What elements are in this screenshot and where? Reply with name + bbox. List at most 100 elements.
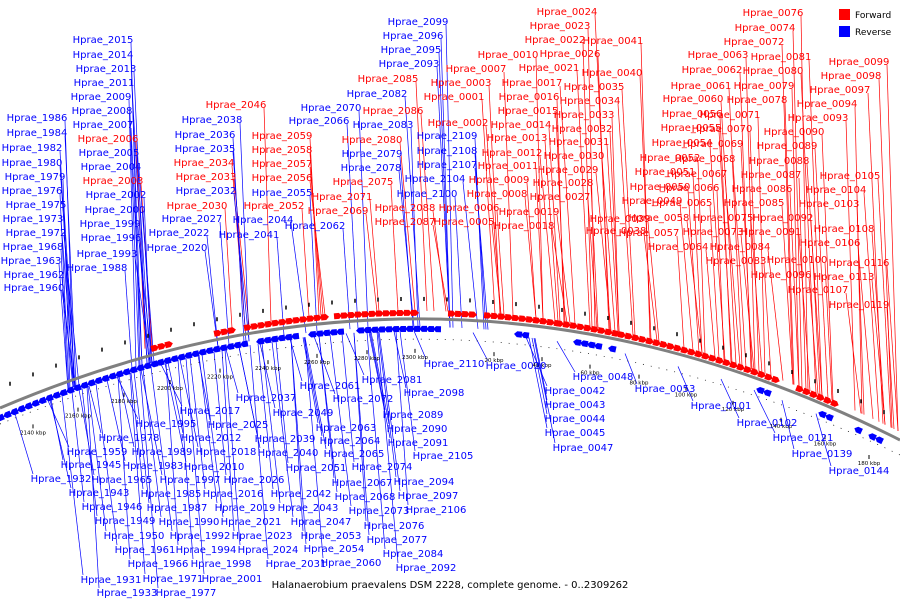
gene-label-hprae-1965[interactable]: Hprae_1965 [92,475,153,486]
gene-label-hprae-2020[interactable]: Hprae_2020 [147,243,208,254]
gene-label-hprae-0062[interactable]: Hprae_0062 [682,65,743,76]
gene-label-hprae-0009[interactable]: Hprae_0009 [469,175,530,186]
gene-label-hprae-1946[interactable]: Hprae_1946 [82,502,143,513]
gene-label-hprae-0026[interactable]: Hprae_0026 [540,49,601,60]
gene-label-hprae-2053[interactable]: Hprae_2053 [301,531,362,542]
gene-label-hprae-2032[interactable]: Hprae_2032 [176,186,237,197]
gene-label-hprae-0090[interactable]: Hprae_0090 [764,127,825,138]
gene-label-hprae-0029[interactable]: Hprae_0029 [538,165,599,176]
gene-label-hprae-2012[interactable]: Hprae_2012 [181,433,242,444]
gene-label-hprae-2017[interactable]: Hprae_2017 [180,406,241,417]
gene-label-hprae-1972[interactable]: Hprae_1972 [6,228,67,239]
gene-label-hprae-2013[interactable]: Hprae_2013 [76,64,137,75]
gene-label-hprae-2000[interactable]: Hprae_2000 [85,205,146,216]
gene-label-hprae-2085[interactable]: Hprae_2085 [358,74,419,85]
gene-label-hprae-0045[interactable]: Hprae_0045 [545,428,606,439]
gene-label-hprae-1988[interactable]: Hprae_1988 [67,263,128,274]
gene-label-hprae-2003[interactable]: Hprae_2003 [83,176,144,187]
gene-label-hprae-1977[interactable]: Hprae_1977 [156,588,217,599]
gene-label-hprae-0088[interactable]: Hprae_0088 [749,156,810,167]
gene-label-hprae-1987[interactable]: Hprae_1987 [147,503,208,514]
gene-label-hprae-2022[interactable]: Hprae_2022 [149,228,210,239]
gene-label-hprae-2061[interactable]: Hprae_2061 [300,381,361,392]
gene-label-hprae-0075[interactable]: Hprae_0075 [693,213,754,224]
gene-label-hprae-2073[interactable]: Hprae_2073 [349,506,410,517]
gene-label-hprae-1962[interactable]: Hprae_1962 [4,270,65,281]
gene-label-hprae-2092[interactable]: Hprae_2092 [396,563,457,574]
gene-label-hprae-2087[interactable]: Hprae_2087 [375,217,436,228]
gene-label-hprae-1971[interactable]: Hprae_1971 [143,574,204,585]
gene-label-hprae-2010[interactable]: Hprae_2010 [184,462,245,473]
gene-label-hprae-1995[interactable]: Hprae_1995 [136,419,197,430]
gene-label-hprae-2107[interactable]: Hprae_2107 [417,160,478,171]
gene-label-hprae-0003[interactable]: Hprae_0003 [431,78,492,89]
gene-label-hprae-2110[interactable]: Hprae_2110 [424,359,485,370]
gene-label-hprae-0001[interactable]: Hprae_0001 [424,92,485,103]
gene-label-hprae-0121[interactable]: Hprae_0121 [773,433,834,444]
gene-label-hprae-1992[interactable]: Hprae_1992 [170,531,231,542]
gene-label-hprae-0030[interactable]: Hprae_0030 [544,151,605,162]
gene-label-hprae-2059[interactable]: Hprae_2059 [252,131,313,142]
gene-label-hprae-2039[interactable]: Hprae_2039 [255,434,316,445]
gene-label-hprae-1996[interactable]: Hprae_1996 [81,233,142,244]
gene-label-hprae-2058[interactable]: Hprae_2058 [252,145,313,156]
gene-label-hprae-2055[interactable]: Hprae_2055 [252,188,313,199]
gene-label-hprae-0097[interactable]: Hprae_0097 [810,85,871,96]
gene-label-hprae-0074[interactable]: Hprae_0074 [735,23,796,34]
gene-label-hprae-0007[interactable]: Hprae_0007 [446,64,507,75]
gene-label-hprae-1999[interactable]: Hprae_1999 [80,219,141,230]
gene-label-hprae-2015[interactable]: Hprae_2015 [73,35,134,46]
gene-label-hprae-0104[interactable]: Hprae_0104 [806,185,867,196]
gene-label-hprae-0035[interactable]: Hprae_0035 [564,82,625,93]
gene-label-hprae-0103[interactable]: Hprae_0103 [799,199,860,210]
gene-label-hprae-0084[interactable]: Hprae_0084 [710,242,771,253]
gene-label-hprae-2004[interactable]: Hprae_2004 [81,162,142,173]
gene-label-hprae-0089[interactable]: Hprae_0089 [757,141,818,152]
gene-label-hprae-2066[interactable]: Hprae_2066 [289,116,350,127]
gene-label-hprae-1975[interactable]: Hprae_1975 [6,200,67,211]
gene-label-hprae-2025[interactable]: Hprae_2025 [208,420,269,431]
gene-label-hprae-0031[interactable]: Hprae_0031 [549,137,610,148]
gene-label-hprae-2084[interactable]: Hprae_2084 [383,549,444,560]
gene-label-hprae-2016[interactable]: Hprae_2016 [203,489,264,500]
gene-label-hprae-2067[interactable]: Hprae_2067 [332,478,393,489]
gene-label-hprae-2051[interactable]: Hprae_2051 [286,463,347,474]
gene-label-hprae-2108[interactable]: Hprae_2108 [417,146,478,157]
gene-label-hprae-1966[interactable]: Hprae_1966 [128,559,189,570]
gene-label-hprae-0066[interactable]: Hprae_0066 [659,183,720,194]
gene-label-hprae-2002[interactable]: Hprae_2002 [86,190,147,201]
gene-label-hprae-1949[interactable]: Hprae_1949 [95,516,156,527]
gene-label-hprae-0040[interactable]: Hprae_0040 [582,68,643,79]
gene-label-hprae-0094[interactable]: Hprae_0094 [797,99,858,110]
gene-label-hprae-0093[interactable]: Hprae_0093 [788,113,849,124]
gene-label-hprae-1950[interactable]: Hprae_1950 [104,531,165,542]
gene-label-hprae-2093[interactable]: Hprae_2093 [379,59,440,70]
gene-label-hprae-2005[interactable]: Hprae_2005 [79,148,140,159]
gene-label-hprae-1976[interactable]: Hprae_1976 [2,186,63,197]
gene-label-hprae-1961[interactable]: Hprae_1961 [115,545,176,556]
gene-label-hprae-0080[interactable]: Hprae_0080 [743,66,804,77]
gene-label-hprae-1979[interactable]: Hprae_1979 [5,172,66,183]
gene-label-hprae-2006[interactable]: Hprae_2006 [78,134,139,145]
gene-label-hprae-2031[interactable]: Hprae_2031 [266,559,327,570]
gene-label-hprae-1989[interactable]: Hprae_1989 [132,447,193,458]
gene-label-hprae-2021[interactable]: Hprae_2021 [221,517,282,528]
gene-label-hprae-2099[interactable]: Hprae_2099 [388,17,449,28]
gene-label-hprae-0108[interactable]: Hprae_0108 [814,224,875,235]
gene-label-hprae-1959[interactable]: Hprae_1959 [67,447,128,458]
gene-label-hprae-2042[interactable]: Hprae_2042 [271,489,332,500]
gene-label-hprae-0005[interactable]: Hprae_0005 [434,217,495,228]
gene-label-hprae-0023[interactable]: Hprae_0023 [530,21,591,32]
gene-label-hprae-0064[interactable]: Hprae_0064 [648,242,709,253]
gene-label-hprae-2043[interactable]: Hprae_2043 [278,503,339,514]
gene-label-hprae-0081[interactable]: Hprae_0081 [751,52,812,63]
gene-label-hprae-1990[interactable]: Hprae_1990 [159,517,220,528]
gene-label-hprae-0016[interactable]: Hprae_0016 [499,92,560,103]
gene-label-hprae-1997[interactable]: Hprae_1997 [160,475,221,486]
gene-label-hprae-0054[interactable]: Hprae_0054 [652,138,713,149]
gene-label-hprae-0051[interactable]: Hprae_0051 [635,167,696,178]
gene-label-hprae-2057[interactable]: Hprae_2057 [252,159,313,170]
gene-label-hprae-0057[interactable]: Hprae_0057 [619,228,680,239]
gene-label-hprae-1933[interactable]: Hprae_1933 [97,588,158,599]
gene-label-hprae-2036[interactable]: Hprae_2036 [175,130,236,141]
